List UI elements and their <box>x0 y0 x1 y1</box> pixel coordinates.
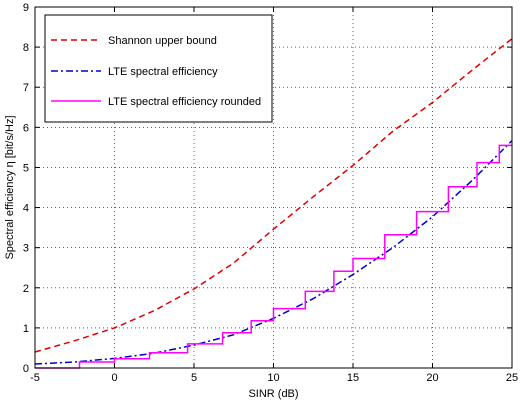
x-tick-label: -5 <box>30 372 40 384</box>
y-tick-label: 3 <box>23 243 29 255</box>
legend: Shannon upper bound LTE spectral efficien… <box>44 14 273 123</box>
y-tick-label: 0 <box>23 363 29 375</box>
x-tick-label: 0 <box>111 372 117 384</box>
x-tick-label: 25 <box>506 372 518 384</box>
y-tick-label: 5 <box>23 162 29 174</box>
legend-box <box>44 14 273 123</box>
y-tick-label: 4 <box>23 203 29 215</box>
x-tick-label: 15 <box>347 372 359 384</box>
y-tick-label: 9 <box>23 2 29 14</box>
legend-label-0: Shannon upper bound <box>108 35 217 47</box>
series-line-0 <box>34 38 513 353</box>
y-tick-label: 2 <box>23 283 29 295</box>
y-tick-label: 6 <box>23 122 29 134</box>
legend-items: Shannon upper bound LTE spectral efficien… <box>51 35 261 108</box>
x-tick-label: 10 <box>267 372 279 384</box>
x-tick-label: 5 <box>191 372 197 384</box>
series-layer <box>34 38 513 369</box>
legend-label-2: LTE spectral efficiency rounded <box>108 96 261 108</box>
series-line-2 <box>35 144 512 369</box>
x-tick-label: 20 <box>426 372 438 384</box>
legend-label-1: LTE spectral efficiency <box>108 66 218 78</box>
y-tick-label: 1 <box>23 323 29 335</box>
y-axis-label: Spectral efficiency η [bit/s/Hz] <box>4 115 16 259</box>
y-tick-label: 7 <box>23 82 29 94</box>
x-axis-label: SINR (dB) <box>248 388 298 400</box>
y-tick-label: 8 <box>23 42 29 54</box>
